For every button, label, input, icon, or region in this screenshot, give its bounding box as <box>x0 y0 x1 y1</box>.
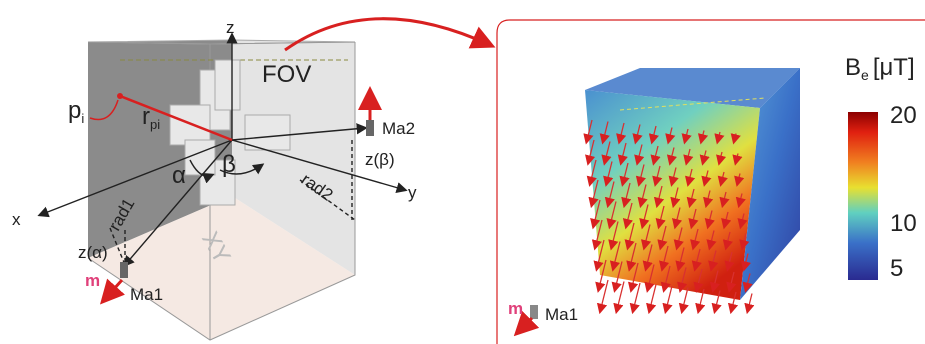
colorbar-symbol: B <box>845 54 861 81</box>
field-arrow <box>616 282 624 312</box>
angle-label: β <box>222 151 236 178</box>
field-arrow <box>682 288 688 312</box>
figure: z x y FOV pi rpi α β rad1 rad2 z(α) z(β)… <box>0 0 925 344</box>
colorbar-tick-label: 10 <box>890 210 917 237</box>
angle-label: α <box>172 162 186 189</box>
colorbar-subscript: e <box>861 67 869 83</box>
field-arrow <box>633 283 640 312</box>
height-label: z(β) <box>365 150 395 169</box>
field-arrow <box>747 294 752 312</box>
moment-label: m <box>85 271 100 290</box>
magnet-label: Ma1 <box>545 305 578 324</box>
colorbar-tick-label: 20 <box>890 102 917 129</box>
moment-label: m <box>508 299 523 318</box>
field-arrow <box>666 286 672 312</box>
colorbar-title: Be[μT] <box>845 54 915 83</box>
right-panel: m Ma1 Be[μT] 20 10 5 <box>497 20 925 344</box>
colorbar <box>848 112 878 280</box>
magnet-label: Ma2 <box>382 119 415 138</box>
axis-label: x <box>12 210 21 229</box>
axis-label: y <box>408 183 417 202</box>
fov-label: FOV <box>262 61 311 88</box>
vector-symbol: r <box>142 103 150 130</box>
magnet-label: Ma1 <box>130 285 163 304</box>
field-arrow <box>649 285 656 312</box>
height-label: z(α) <box>78 243 108 262</box>
field-arrow <box>600 280 608 312</box>
page: {"left_panel": {"axes": {"z": "z", "x": … <box>0 0 925 344</box>
colorbar-unit: [μT] <box>873 54 915 81</box>
vector-subscript: pi <box>150 117 160 132</box>
point-symbol: p <box>68 97 81 124</box>
left-diagram: z x y FOV pi rpi α β rad1 rad2 z(α) z(β)… <box>12 18 490 340</box>
point-label: pi <box>68 97 84 126</box>
axis-label: z <box>226 18 235 37</box>
colorbar-tick-label: 5 <box>890 255 903 282</box>
point-subscript: i <box>81 111 84 126</box>
